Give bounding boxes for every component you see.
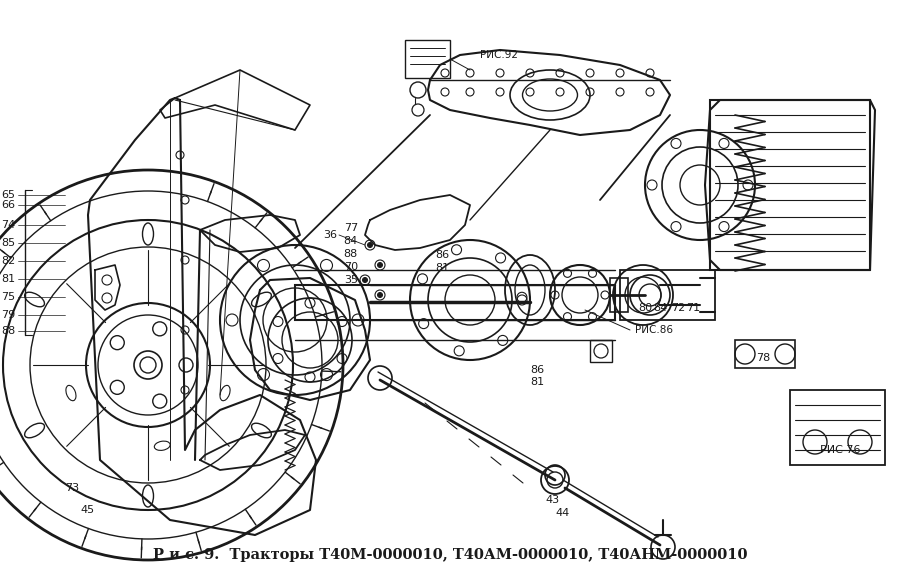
Bar — [610, 278, 628, 312]
Text: 78: 78 — [756, 353, 770, 363]
Text: РИС.92: РИС.92 — [480, 50, 518, 60]
Text: 86: 86 — [530, 365, 544, 375]
Text: 36: 36 — [323, 230, 337, 240]
Text: 70: 70 — [344, 262, 358, 272]
Text: 74: 74 — [1, 220, 15, 230]
Text: 45: 45 — [80, 505, 94, 515]
Text: 66: 66 — [1, 200, 15, 210]
Text: 44: 44 — [556, 508, 570, 518]
Text: 81: 81 — [530, 377, 544, 387]
Text: 84: 84 — [344, 236, 358, 246]
Text: 79: 79 — [1, 310, 15, 320]
Text: 65: 65 — [1, 190, 15, 200]
Bar — [620, 270, 715, 320]
Circle shape — [377, 293, 382, 297]
Text: 86: 86 — [435, 250, 449, 260]
Circle shape — [363, 278, 367, 282]
Text: 71: 71 — [686, 303, 700, 313]
Bar — [295, 285, 615, 320]
Circle shape — [377, 263, 382, 267]
Text: 85: 85 — [1, 238, 15, 248]
Text: 88: 88 — [344, 249, 358, 259]
Text: 88: 88 — [1, 326, 15, 336]
Text: 80: 80 — [638, 303, 652, 313]
Text: 72: 72 — [670, 303, 685, 313]
Text: РИС.86: РИС.86 — [635, 325, 673, 335]
Circle shape — [367, 242, 373, 248]
Text: Р и с. 9.  Тракторы Т40М-0000010, Т40АМ-0000010, Т40АНМ-0000010: Р и с. 9. Тракторы Т40М-0000010, Т40АМ-0… — [153, 548, 747, 562]
Text: 82: 82 — [1, 256, 15, 266]
Bar — [710, 100, 870, 270]
Bar — [405, 40, 450, 78]
Text: 35: 35 — [344, 275, 358, 285]
Bar — [735, 340, 795, 368]
Text: 75: 75 — [1, 292, 15, 302]
Bar — [790, 390, 885, 465]
Text: 81: 81 — [1, 274, 15, 284]
Text: 84: 84 — [652, 303, 667, 313]
Text: 73: 73 — [65, 483, 79, 493]
Text: 43: 43 — [546, 495, 560, 505]
Text: РИС 76: РИС 76 — [820, 445, 860, 455]
Bar — [590, 340, 612, 362]
Text: 81: 81 — [435, 263, 449, 273]
Text: 77: 77 — [344, 223, 358, 233]
